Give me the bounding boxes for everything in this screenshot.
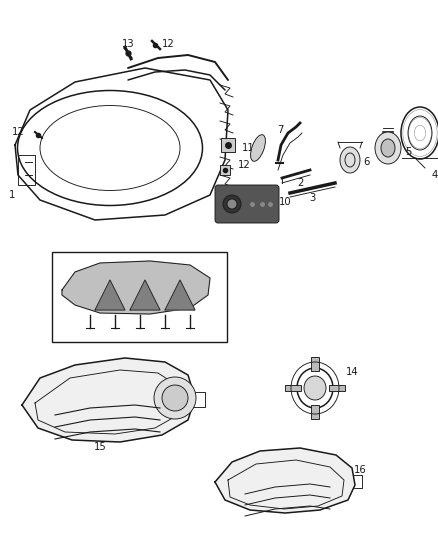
Bar (220, 165, 230, 175)
Ellipse shape (381, 139, 395, 157)
Polygon shape (130, 280, 160, 310)
Ellipse shape (375, 132, 401, 164)
Text: 12: 12 (162, 39, 174, 49)
Text: 4: 4 (432, 170, 438, 180)
Text: 8: 8 (251, 143, 257, 153)
Text: 6: 6 (363, 157, 369, 167)
Text: 7: 7 (277, 125, 283, 135)
Text: 10: 10 (279, 197, 291, 207)
Polygon shape (215, 448, 355, 513)
Text: 3: 3 (309, 193, 315, 203)
Text: 14: 14 (346, 367, 358, 377)
Text: 12: 12 (238, 160, 251, 170)
Polygon shape (95, 280, 125, 310)
Text: 11: 11 (242, 143, 254, 153)
Ellipse shape (154, 377, 196, 419)
Text: 13: 13 (122, 39, 134, 49)
Text: 2: 2 (297, 178, 303, 188)
Bar (221, 138, 235, 152)
Bar (311, 357, 319, 371)
Ellipse shape (223, 195, 241, 213)
Text: 16: 16 (353, 465, 366, 475)
Bar (329, 385, 345, 391)
Polygon shape (62, 261, 210, 314)
Polygon shape (165, 280, 195, 310)
FancyBboxPatch shape (215, 185, 279, 223)
Ellipse shape (304, 376, 326, 400)
Bar (311, 405, 319, 419)
Ellipse shape (162, 385, 188, 411)
Ellipse shape (227, 199, 237, 209)
Ellipse shape (251, 135, 265, 161)
Text: 5: 5 (405, 147, 411, 157)
Text: 1: 1 (9, 190, 15, 200)
Ellipse shape (340, 147, 360, 173)
Bar (285, 385, 301, 391)
Polygon shape (22, 358, 195, 442)
Text: 12: 12 (12, 127, 25, 137)
Bar (52, 252, 227, 342)
Text: 9: 9 (55, 330, 61, 340)
Text: 15: 15 (94, 442, 106, 452)
